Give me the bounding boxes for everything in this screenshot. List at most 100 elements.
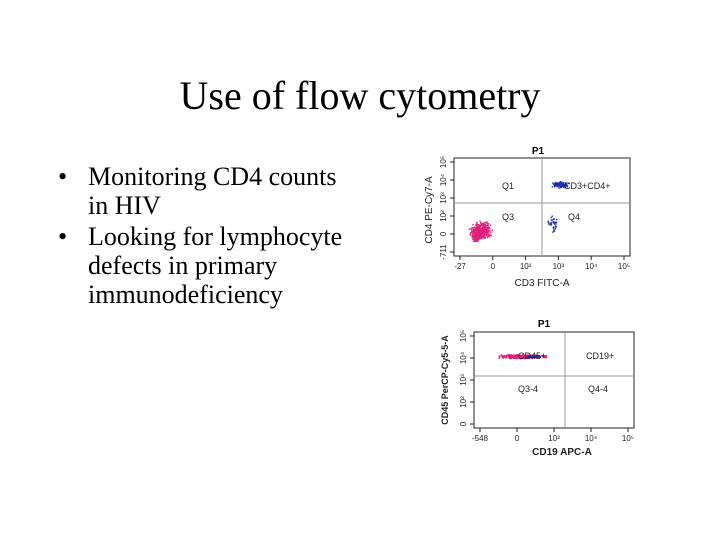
event-dot: [562, 182, 564, 184]
bullet-mark: •: [58, 222, 68, 251]
event-dot: [489, 227, 491, 230]
event-dot: [479, 228, 481, 230]
event-dot: [480, 224, 482, 227]
event-dot: [484, 235, 486, 237]
y-tick-label: 10²: [459, 396, 468, 408]
event-dot: [509, 356, 511, 358]
event-dot: [541, 355, 543, 357]
event-dot: [531, 354, 533, 356]
event-dot: [485, 228, 487, 230]
event-dot: [559, 185, 562, 187]
event-dot: [484, 221, 486, 224]
event-dot: [486, 233, 488, 236]
event-dot: [547, 220, 549, 222]
event-dot: [514, 357, 516, 359]
event-dot: [519, 355, 521, 357]
x-tick-label: 0: [491, 262, 496, 271]
event-dot: [537, 355, 539, 357]
event-dot: [483, 235, 485, 237]
event-dot: [559, 180, 562, 183]
event-dot: [566, 183, 568, 185]
event-dot: [474, 240, 477, 242]
event-dot: [474, 231, 476, 233]
event-dot: [470, 231, 472, 234]
event-dot: [471, 234, 474, 237]
event-dot: [563, 186, 565, 189]
y-tick-label: 10⁵: [459, 330, 468, 342]
event-dot: [525, 357, 528, 359]
event-dot: [510, 357, 512, 360]
event-dot: [484, 226, 487, 228]
event-dot: [555, 221, 557, 223]
event-dot: [564, 186, 567, 189]
bullet-list: • Monitoring CD4 counts in HIV • Looking…: [58, 162, 358, 311]
event-dot: [477, 235, 479, 238]
event-dot: [498, 357, 500, 359]
plot-events: [498, 353, 548, 360]
event-dot: [511, 357, 513, 359]
quadrant-label-q4: Q4: [568, 212, 580, 222]
event-dot: [553, 230, 555, 232]
event-dot: [550, 216, 552, 219]
event-dot: [484, 232, 486, 235]
x-tick-label: 10⁴: [585, 434, 598, 443]
flow-plot-1-svg: P1 Q1 CD3+CD4+ Q3 Q4 -27 0 10² 10³ 10⁴ 10⁵ -7…: [424, 146, 631, 289]
event-dot: [480, 223, 483, 226]
event-dot: [472, 228, 474, 231]
plot-events: [468, 180, 570, 243]
event-dot: [535, 355, 538, 358]
event-dot: [566, 185, 569, 187]
event-dot: [564, 182, 566, 184]
event-dot: [517, 356, 520, 358]
event-dot: [553, 221, 555, 223]
slide-title: Use of flow cytometry: [179, 73, 541, 118]
quadrant-label-q1: CD45+: [518, 351, 546, 361]
event-dot: [560, 182, 562, 184]
event-dot: [479, 235, 482, 237]
x-ticks: -548 0 10³ 10⁴ 10⁵: [472, 428, 634, 443]
x-tick-label: 10³: [553, 262, 565, 271]
event-dot: [478, 226, 481, 228]
event-dot: [521, 355, 523, 357]
flow-plot-2: P1 CD45+ CD19+ Q3-4 Q4-4 -548 0 10³ 10⁴ 10⁵ …: [432, 312, 662, 462]
event-dot: [526, 357, 529, 359]
quadrant-label-q2: CD19+: [586, 351, 614, 361]
event-dot: [512, 354, 514, 356]
event-dot: [566, 184, 568, 186]
event-dot: [557, 182, 559, 184]
event-dot: [468, 228, 471, 230]
x-tick-label: -27: [454, 262, 466, 271]
event-dot: [473, 230, 475, 232]
event-dot: [487, 223, 489, 225]
y-ticks: 0 10² 10³ 10⁴ 10⁵: [459, 330, 474, 426]
event-dot: [475, 237, 477, 239]
event-dot: [480, 235, 483, 238]
event-dot: [523, 356, 525, 359]
event-dot: [557, 186, 559, 188]
event-dot: [526, 356, 528, 358]
event-dot: [527, 355, 530, 357]
event-dot: [486, 229, 488, 231]
flow-plot-2-svg: P1 CD45+ CD19+ Q3-4 Q4-4 -548 0 10³ 10⁴ 10⁵ …: [440, 319, 635, 458]
event-dot: [553, 226, 555, 228]
event-dot: [561, 185, 564, 188]
x-tick-label: 10⁵: [622, 434, 634, 443]
event-dot: [516, 355, 519, 358]
event-dot: [538, 356, 540, 358]
event-dot: [524, 358, 526, 360]
event-dot: [482, 229, 484, 231]
y-ticks: -711 0 10² 10³ 10⁴ 10⁵: [439, 156, 454, 260]
event-dot: [477, 238, 480, 241]
event-dot: [482, 224, 484, 226]
event-dot: [486, 230, 488, 233]
event-dot: [554, 183, 556, 186]
event-dot: [479, 220, 481, 222]
event-dot: [533, 356, 535, 359]
event-dot: [516, 355, 518, 357]
event-dot: [531, 355, 533, 358]
event-dot: [484, 223, 486, 226]
event-dot: [472, 231, 474, 233]
event-dot: [482, 230, 484, 233]
event-dot: [472, 232, 475, 234]
event-dot: [552, 226, 554, 229]
